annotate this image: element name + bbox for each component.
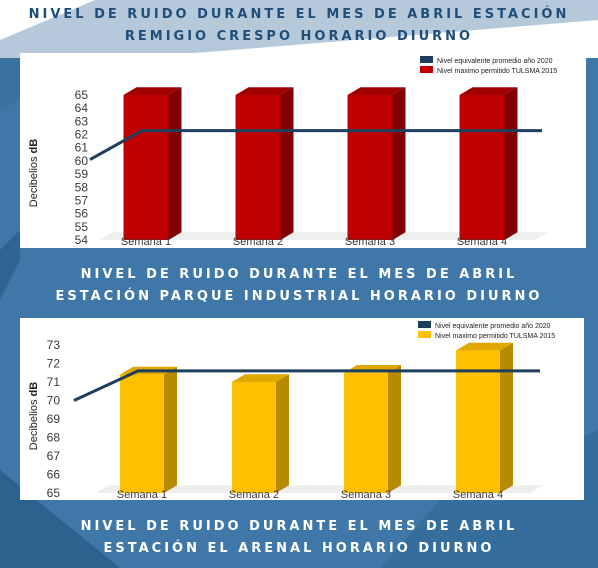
y-tick-label: 66	[47, 468, 61, 482]
x-category-label: Semana 1	[117, 489, 167, 500]
legend-label-bar: Nivel maximo permitido TULSMA 2015	[437, 68, 557, 75]
y-tick-label: 61	[75, 141, 89, 155]
chart-title-remigio-crespo: NIVEL DE RUIDO DURANTE EL MES DE ABRIL E…	[0, 4, 598, 48]
y-axis-title-unit: dB	[28, 139, 40, 154]
bar-side-2	[280, 87, 294, 240]
bar-top-3	[347, 87, 406, 95]
bar-top-4	[456, 342, 513, 351]
chart-title-line-1: NIVEL DE RUIDO DURANTE EL MES DE ABRIL	[80, 519, 518, 534]
legend-swatch-bar	[420, 66, 433, 73]
bar-1	[123, 95, 169, 240]
y-tick-label: 69	[47, 412, 61, 426]
x-category-label: Semana 1	[121, 236, 171, 248]
y-axis-title-unit: dB	[28, 382, 40, 397]
chart-parque-industrial: 65 66 67 68 69 70 71 72 73 Decibelios dB Semana 1 S…	[28, 321, 555, 500]
y-tick-label: 65	[47, 486, 61, 500]
y-tick-label: 54	[75, 233, 89, 247]
bar-side-1	[164, 366, 177, 493]
y-tick-label: 70	[47, 394, 61, 408]
y-tick-label: 63	[75, 114, 89, 128]
legend-label-bar: Nivel maximo permitido TULSMA 2015	[435, 333, 555, 340]
y-tick-label: 57	[75, 193, 89, 207]
legend-swatch-line	[420, 56, 433, 63]
y-tick-label: 56	[75, 207, 89, 221]
bar-side-4	[500, 342, 513, 493]
chart-title-el-arenal: NIVEL DE RUIDO DURANTE EL MES DE ABRIL E…	[0, 516, 598, 560]
y-tick-label: 59	[75, 167, 89, 181]
chart-title-line-1: NIVEL DE RUIDO DURANTE EL MES DE ABRIL E…	[28, 7, 570, 22]
x-category-label: Semana 2	[233, 236, 283, 248]
x-category-label: Semana 4	[453, 489, 503, 500]
legend-label-line: Nivel equivalente promedio año 2020	[437, 58, 553, 65]
chart-legend: Nivel equivalente promedio año 2020 Nivel…	[420, 56, 557, 75]
y-axis-title: Decibelios dB	[28, 382, 40, 451]
bar-1	[120, 374, 164, 493]
chart-title-line-2: REMIGIO CRESPO HORARIO DIURNO	[124, 29, 474, 44]
legend-label-line: Nivel equivalente promedio año 2020	[435, 323, 551, 330]
y-tick-label: 67	[47, 449, 61, 463]
x-category-label: Semana 2	[229, 489, 279, 500]
chart-panel-parque-industrial: 65 66 67 68 69 70 71 72 73 Decibelios dB Semana 1 S…	[20, 318, 584, 500]
y-tick-label: 55	[75, 220, 89, 234]
y-tick-label: 72	[47, 357, 61, 371]
y-tick-label: 65	[75, 88, 89, 102]
x-category-label: Semana 3	[341, 489, 391, 500]
equivalent-level-line	[73, 369, 540, 402]
bar-top-2	[235, 87, 294, 95]
y-tick-label: 71	[47, 375, 61, 389]
bar-4	[456, 350, 500, 493]
chart-panel-remigio-crespo: 54 55 56 57 58 59 60 61 62 63 64 65 Decibelios dB Sem…	[20, 53, 586, 248]
y-tick-label: 68	[47, 431, 61, 445]
y-tick-label: 64	[75, 101, 89, 115]
chart-legend: Nivel equivalente promedio año 2020 Nivel…	[418, 321, 555, 340]
bar-side-4	[504, 87, 518, 240]
bar-top-4	[459, 87, 518, 95]
y-axis-title-text: Decibelios	[28, 396, 40, 450]
y-tick-label: 73	[47, 338, 61, 352]
chart-title-line-2: ESTACIÓN EL ARENAL HORARIO DIURNO	[103, 541, 495, 556]
bar-4	[459, 95, 505, 240]
bar-side-1	[168, 87, 182, 240]
bar-2	[232, 382, 276, 493]
chart-title-parque-industrial: NIVEL DE RUIDO DURANTE EL MES DE ABRIL E…	[0, 264, 598, 308]
legend-swatch-line	[418, 321, 431, 328]
legend-swatch-bar	[418, 331, 431, 338]
bar-side-2	[276, 374, 289, 493]
x-category-label: Semana 4	[457, 236, 507, 248]
chart-floor	[99, 232, 548, 240]
x-category-label: Semana 3	[345, 236, 395, 248]
equivalent-level-line	[89, 129, 542, 161]
bar-3	[344, 372, 388, 493]
chart-title-line-1: NIVEL DE RUIDO DURANTE EL MES DE ABRIL	[80, 267, 518, 282]
y-axis-title-text: Decibelios	[28, 153, 40, 207]
y-axis-title: Decibelios dB	[28, 139, 40, 208]
bar-2	[235, 95, 281, 240]
bar-side-3	[388, 364, 401, 493]
chart-title-line-2: ESTACIÓN PARQUE INDUSTRIAL HORARIO DIURN…	[55, 289, 543, 304]
y-tick-label: 58	[75, 180, 89, 194]
y-tick-label: 60	[75, 154, 89, 168]
chart-floor	[96, 485, 543, 493]
y-tick-label: 62	[75, 128, 89, 142]
bar-top-1	[123, 87, 182, 95]
bar-top-2	[232, 374, 289, 382]
bar-side-3	[392, 87, 406, 240]
bar-3	[347, 95, 393, 240]
